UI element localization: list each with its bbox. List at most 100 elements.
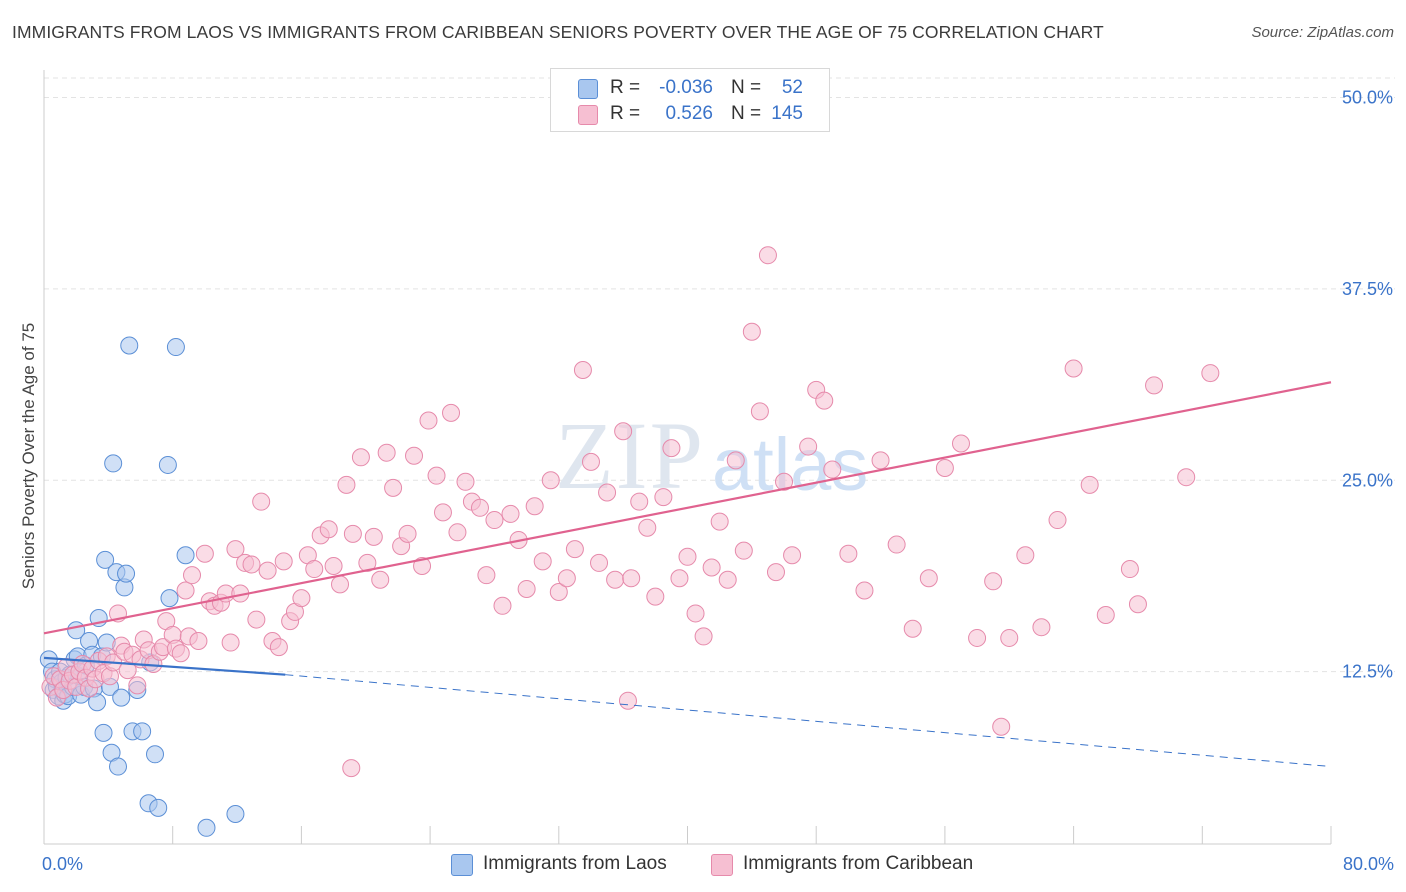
caribbean-point — [799, 437, 818, 456]
caribbean-point — [581, 452, 600, 471]
caribbean-point — [951, 434, 970, 453]
caribbean-point — [305, 560, 324, 579]
caribbean-point — [189, 632, 208, 651]
laos-swatch — [578, 79, 598, 99]
caribbean-point — [823, 460, 842, 479]
laos-point — [160, 589, 179, 608]
legend-row-caribbean: R = 0.526 N = 145 — [551, 101, 829, 127]
caribbean-point — [662, 439, 681, 458]
legend-r-value: -0.036 — [659, 77, 713, 98]
caribbean-point — [1000, 628, 1019, 647]
caribbean-point — [750, 402, 769, 421]
caribbean-point — [654, 488, 673, 507]
caribbean-point — [839, 544, 858, 563]
caribbean-point — [1128, 595, 1147, 614]
caribbean-point — [176, 581, 195, 600]
laos-swatch — [451, 854, 473, 876]
caribbean-point — [614, 422, 633, 441]
caribbean-point — [413, 556, 432, 575]
caribbean-point — [252, 492, 271, 511]
caribbean-point — [670, 569, 689, 588]
laos-point — [96, 550, 115, 569]
x-tick-label: 80.0% — [1343, 854, 1394, 874]
caribbean-point — [525, 497, 544, 516]
caribbean-point — [501, 504, 520, 523]
caribbean-point — [269, 638, 288, 657]
legend-n-value: 52 — [781, 77, 803, 98]
caribbean-point — [887, 535, 906, 554]
caribbean-point — [815, 391, 834, 410]
caribbean-point — [274, 552, 293, 571]
caribbean-point — [742, 322, 761, 341]
caribbean-point — [427, 466, 446, 485]
caribbean-point — [903, 619, 922, 638]
legend-r-label: R = — [610, 103, 641, 124]
caribbean-point — [419, 411, 438, 430]
caribbean-point — [541, 471, 560, 490]
caribbean-point — [638, 518, 657, 537]
caribbean-point — [371, 570, 390, 589]
caribbean-point — [1048, 511, 1067, 530]
caribbean-point — [342, 759, 361, 778]
caribbean-point — [470, 498, 489, 517]
caribbean-point — [292, 589, 311, 608]
caribbean-point — [766, 563, 785, 582]
caribbean-point — [493, 596, 512, 615]
caribbean-point — [968, 628, 987, 647]
caribbean-point — [171, 644, 190, 663]
laos-point — [133, 722, 152, 741]
caribbean-point — [433, 503, 452, 522]
legend-row-laos: R = -0.036 N = 52 — [551, 75, 829, 101]
tick-labels: 12.5% 25.0% 37.5% 50.0% 0.0% 80.0% — [42, 88, 1394, 875]
caribbean-point — [590, 553, 609, 572]
caribbean-point — [247, 610, 266, 629]
caribbean-point — [226, 540, 245, 559]
caribbean-point — [694, 627, 713, 646]
caribbean-point — [377, 443, 396, 462]
caribbean-point — [1032, 618, 1051, 637]
caribbean-point — [398, 524, 417, 543]
caribbean-point — [364, 527, 383, 546]
caribbean-point — [477, 566, 496, 585]
caribbean-point — [855, 581, 874, 600]
laos-point — [104, 454, 123, 473]
caribbean-point — [442, 403, 461, 422]
caribbean-point — [702, 558, 721, 577]
laos-point — [120, 336, 139, 355]
caribbean-point — [646, 587, 665, 606]
legend-n-label: N = — [731, 77, 762, 98]
caribbean-trend-line — [43, 381, 1332, 635]
y-tick-label: 25.0% — [1342, 470, 1393, 490]
laos-points — [39, 336, 245, 837]
caribbean-point — [1177, 468, 1196, 487]
caribbean-point — [678, 547, 697, 566]
caribbean-point — [871, 451, 890, 470]
caribbean-point — [718, 570, 737, 589]
caribbean-swatch — [711, 854, 733, 876]
caribbean-point — [734, 541, 753, 560]
caribbean-point — [351, 448, 370, 467]
y-tick-label: 50.0% — [1342, 88, 1393, 108]
caribbean-point — [533, 552, 552, 571]
bottom-legend-caribbean-label: Immigrants from Caribbean — [743, 853, 974, 874]
caribbean-point — [1080, 475, 1099, 494]
caribbean-point — [557, 569, 576, 588]
bottom-legend-laos-label: Immigrants from Laos — [483, 853, 667, 874]
caribbean-point — [598, 483, 617, 502]
caribbean-point — [919, 569, 938, 588]
caribbean-point — [343, 524, 362, 543]
caribbean-point — [726, 451, 745, 470]
y-tick-label: 12.5% — [1342, 662, 1393, 682]
caribbean-point — [622, 569, 641, 588]
legend-r-value: 0.526 — [665, 103, 713, 124]
laos-point — [226, 805, 245, 824]
y-axis-label: Seniors Poverty Over the Age of 75 — [19, 322, 38, 590]
laos-point — [94, 723, 113, 742]
laos-trend-line-dashed — [285, 674, 1332, 768]
source-credit: Source: ZipAtlas.com — [1251, 24, 1394, 41]
caribbean-point — [630, 492, 649, 511]
zipatlas-watermark: ZIP atlas — [555, 402, 868, 509]
caribbean-point — [606, 570, 625, 589]
caribbean-swatch — [578, 105, 598, 125]
